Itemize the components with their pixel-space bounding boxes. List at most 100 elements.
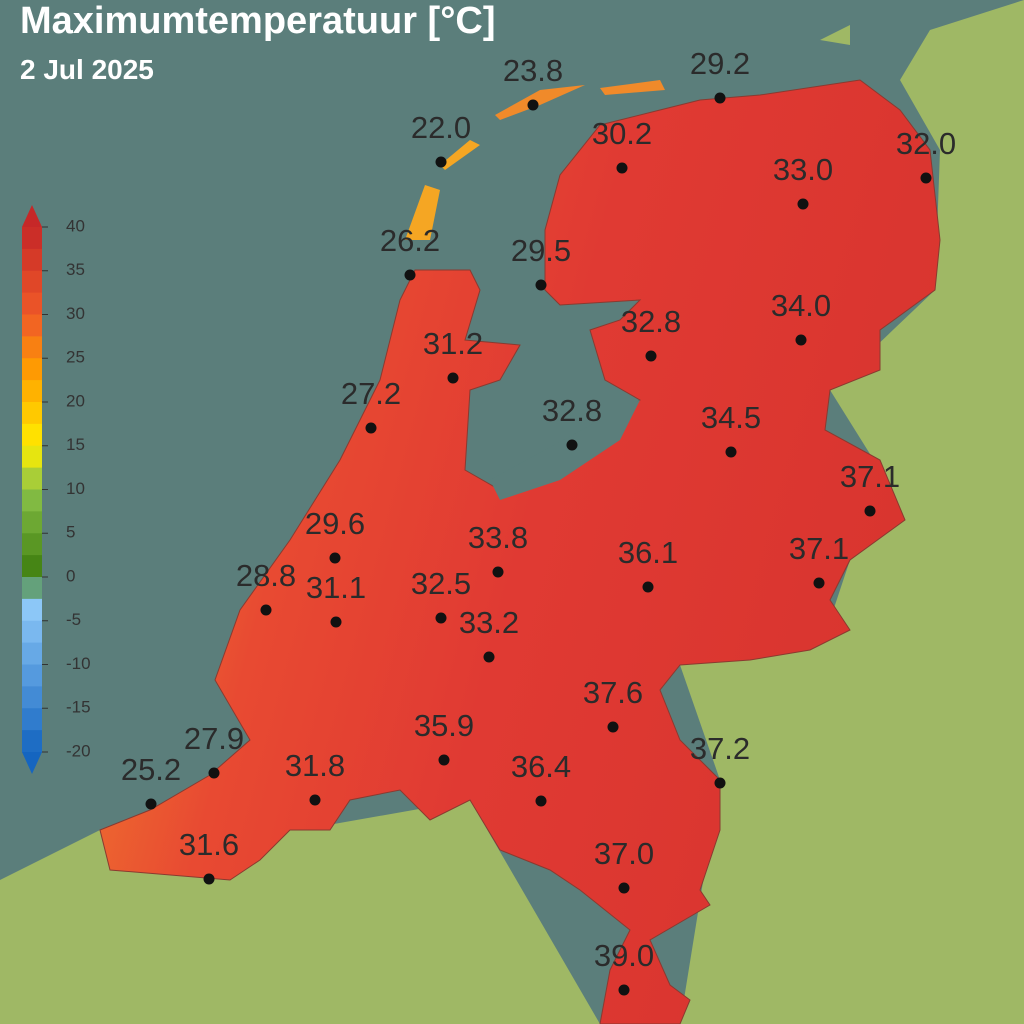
station-value: 37.0 [594, 836, 654, 871]
station-value: 35.9 [414, 708, 474, 743]
colorbar-tick-label: -5 [66, 610, 81, 629]
colorbar-tick-label: 25 [66, 348, 85, 367]
station-value: 31.2 [423, 326, 483, 361]
station-dot [208, 767, 220, 779]
station-dot [616, 162, 628, 174]
station-value: 36.4 [511, 749, 571, 784]
station-dot [203, 873, 215, 885]
colorbar-band [22, 642, 42, 665]
station-value: 39.0 [594, 938, 654, 973]
station-value: 27.9 [184, 721, 244, 756]
station-dot [483, 651, 495, 663]
colorbar-band [22, 423, 42, 447]
island [440, 140, 480, 170]
colorbar-band [22, 577, 42, 600]
station-value: 32.5 [411, 566, 471, 601]
station-value: 33.2 [459, 605, 519, 640]
colorbar-band [22, 402, 42, 425]
station-value: 34.0 [771, 288, 831, 323]
station-value: 32.8 [542, 393, 602, 428]
station-value: 34.5 [701, 400, 761, 435]
colorbar-band [22, 489, 42, 512]
colorbar-band [22, 598, 42, 622]
colorbar-tick-label: -10 [66, 654, 91, 673]
station-dot [618, 984, 630, 996]
station-dot [566, 439, 578, 451]
station-dot [447, 372, 459, 384]
stations: 23.8 29.2 22.0 30.2 32.0 33.0 26.2 29.5 34.0 32.8… [121, 46, 956, 996]
colorbar-tick-label: 15 [66, 435, 85, 454]
island [600, 80, 665, 95]
colorbar-band [22, 314, 42, 337]
station-value: 29.5 [511, 233, 571, 268]
station-value: 36.1 [618, 535, 678, 570]
station-dot [527, 99, 539, 111]
station-dot [365, 422, 377, 434]
date: 2 Jul 2025 [20, 54, 154, 85]
station-dot [795, 334, 807, 346]
station-dot [145, 798, 157, 810]
station-dot [642, 581, 654, 593]
station-dot [435, 156, 447, 168]
colorbar-band [22, 292, 42, 315]
colorbar-band [22, 664, 42, 687]
station-value: 26.2 [380, 223, 440, 258]
station-value: 31.1 [306, 570, 366, 605]
station-value: 28.8 [236, 558, 296, 593]
colorbar-band [22, 248, 42, 272]
station-dot [438, 754, 450, 766]
colorbar-band [22, 555, 42, 578]
station-dot [797, 198, 809, 210]
station-value: 31.6 [179, 827, 239, 862]
station-dot [714, 777, 726, 789]
colorbar-band [22, 686, 42, 709]
colorbar-tick-label: 10 [66, 479, 85, 498]
station-dot [404, 269, 416, 281]
colorbar-tip [22, 752, 42, 774]
station-value: 29.2 [690, 46, 750, 81]
station-value: 33.0 [773, 152, 833, 187]
station-dot [813, 577, 825, 589]
colorbar-band [22, 511, 42, 534]
station-dot [714, 92, 726, 104]
colorbar-band [22, 708, 42, 731]
colorbar-tick-label: 35 [66, 260, 85, 279]
island [495, 85, 585, 120]
lake [490, 400, 640, 500]
colorbar-band [22, 445, 42, 469]
colorbar: 40 35 30 25 20 15 10 5 0 -5 -10 -15 -20 [22, 205, 91, 774]
island [405, 185, 440, 240]
colorbar-band [22, 533, 42, 556]
station-dot [435, 612, 447, 624]
station-value: 29.6 [305, 506, 365, 541]
title: Maximumtemperatuur [°C] [20, 0, 495, 42]
colorbar-tick-label: -20 [66, 741, 91, 760]
colorbar-tick-label: 40 [66, 216, 85, 235]
station-dot [725, 446, 737, 458]
station-dot [535, 795, 547, 807]
netherlands [99, 79, 941, 1024]
colorbar-band [22, 380, 42, 403]
colorbar-band [22, 467, 42, 490]
station-value: 23.8 [503, 53, 563, 88]
station-value: 37.2 [690, 731, 750, 766]
colorbar-tip [22, 205, 42, 227]
station-value: 37.1 [789, 531, 849, 566]
station-dot [607, 721, 619, 733]
station-dot [309, 794, 321, 806]
station-value: 30.2 [592, 116, 652, 151]
station-value: 33.8 [468, 520, 528, 555]
station-value: 32.0 [896, 126, 956, 161]
station-value: 31.8 [285, 748, 345, 783]
colorbar-band [22, 270, 42, 294]
station-value: 25.2 [121, 752, 181, 787]
station-dot [535, 279, 547, 291]
station-value: 32.8 [621, 304, 681, 339]
colorbar-band [22, 358, 42, 381]
station-dot [864, 505, 876, 517]
colorbar-band [22, 730, 42, 753]
colorbar-tick-label: -15 [66, 698, 91, 717]
station-dot [260, 604, 272, 616]
station-value: 22.0 [411, 110, 471, 145]
